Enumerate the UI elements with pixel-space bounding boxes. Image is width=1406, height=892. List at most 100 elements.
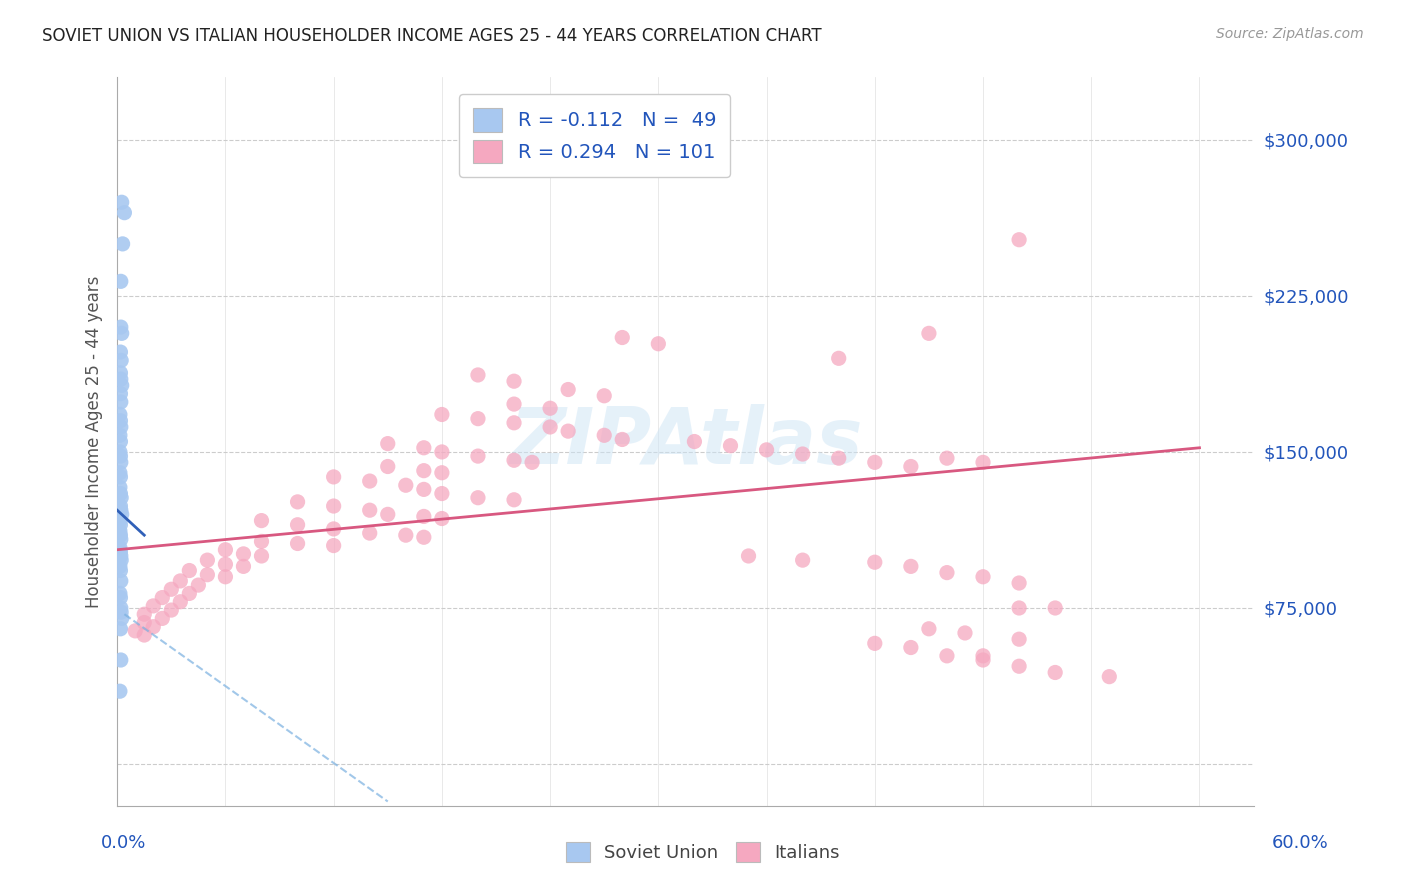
Point [503,374,526,388]
Point [250,534,273,549]
Point [430,408,453,422]
Point [287,536,309,550]
Point [520,455,543,469]
Point [828,451,851,466]
Text: 0.0%: 0.0% [101,834,146,852]
Point [110,395,132,409]
Point [150,591,173,605]
Point [359,474,381,488]
Point [1008,601,1031,615]
Point [110,449,132,463]
Point [1008,576,1031,591]
Point [169,574,191,588]
Point [467,491,489,505]
Legend: R = -0.112   N =  49, R = 0.294   N = 101: R = -0.112 N = 49, R = 0.294 N = 101 [460,95,730,177]
Point [863,636,886,650]
Point [108,445,131,459]
Point [112,205,135,219]
Point [187,578,209,592]
Point [108,428,131,442]
Point [467,411,489,425]
Point [503,453,526,467]
Point [110,455,132,469]
Point [110,553,132,567]
Point [395,528,418,542]
Point [110,420,132,434]
Point [430,511,453,525]
Point [863,555,886,569]
Point [953,626,976,640]
Point [110,386,132,401]
Point [160,582,183,597]
Point [430,486,453,500]
Point [1008,233,1031,247]
Text: ZIPAtlas: ZIPAtlas [509,403,862,480]
Point [250,514,273,528]
Point [918,622,941,636]
Point [108,541,131,555]
Point [134,607,156,622]
Point [287,495,309,509]
Point [503,492,526,507]
Point [557,424,579,438]
Point [179,586,201,600]
Y-axis label: Householder Income Ages 25 - 44 years: Householder Income Ages 25 - 44 years [86,276,103,607]
Point [110,353,132,368]
Point [412,441,434,455]
Point [250,549,273,563]
Point [377,508,399,522]
Point [412,464,434,478]
Point [110,601,132,615]
Point [110,372,132,386]
Point [111,195,134,210]
Point [232,559,254,574]
Point [108,559,131,574]
Point [322,539,344,553]
Point [110,491,132,505]
Point [538,401,561,416]
Point [108,408,131,422]
Point [110,486,132,500]
Point [142,599,165,613]
Point [377,459,399,474]
Point [142,620,165,634]
Point [972,653,994,667]
Point [737,549,759,563]
Point [467,368,489,382]
Point [134,615,156,630]
Point [612,433,634,447]
Point [111,611,134,625]
Point [110,591,132,605]
Point [110,564,132,578]
Point [110,274,132,288]
Point [557,383,579,397]
Point [412,483,434,497]
Point [828,351,851,366]
Point [1008,659,1031,673]
Point [160,603,183,617]
Point [110,605,132,619]
Point [863,455,886,469]
Legend: Soviet Union, Italians: Soviet Union, Italians [560,835,846,870]
Point [108,480,131,494]
Point [936,648,959,663]
Point [110,528,132,542]
Point [110,622,132,636]
Point [232,547,254,561]
Point [1043,601,1066,615]
Point [110,470,132,484]
Point [110,653,132,667]
Point [110,345,132,359]
Point [1008,632,1031,647]
Point [169,595,191,609]
Point [110,320,132,334]
Point [110,503,132,517]
Point [110,434,132,449]
Point [111,378,134,392]
Point [593,428,616,442]
Point [467,449,489,463]
Point [972,570,994,584]
Point [214,570,236,584]
Point [430,466,453,480]
Text: Source: ZipAtlas.com: Source: ZipAtlas.com [1216,27,1364,41]
